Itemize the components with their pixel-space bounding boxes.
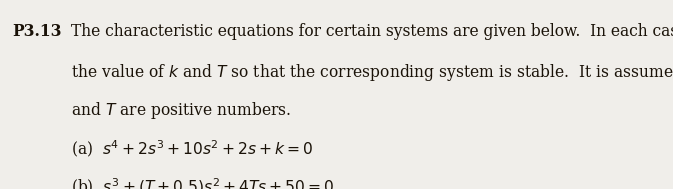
Text: and $T$ are positive numbers.: and $T$ are positive numbers. bbox=[71, 100, 291, 121]
Text: (a)  $s^4+2s^3+10s^2+2s+k=0$: (a) $s^4+2s^3+10s^2+2s+k=0$ bbox=[71, 138, 313, 159]
Text: The characteristic equations for certain systems are given below.  In each case,: The characteristic equations for certain… bbox=[71, 23, 673, 40]
Text: P3.13: P3.13 bbox=[12, 23, 62, 40]
Text: the value of $k$ and $T$ so that the corresponding system is stable.  It is assu: the value of $k$ and $T$ so that the cor… bbox=[71, 62, 673, 83]
Text: (b)  $s^3+(T+0.5)s^2+4Ts+50=0$: (b) $s^3+(T+0.5)s^2+4Ts+50=0$ bbox=[71, 176, 334, 189]
